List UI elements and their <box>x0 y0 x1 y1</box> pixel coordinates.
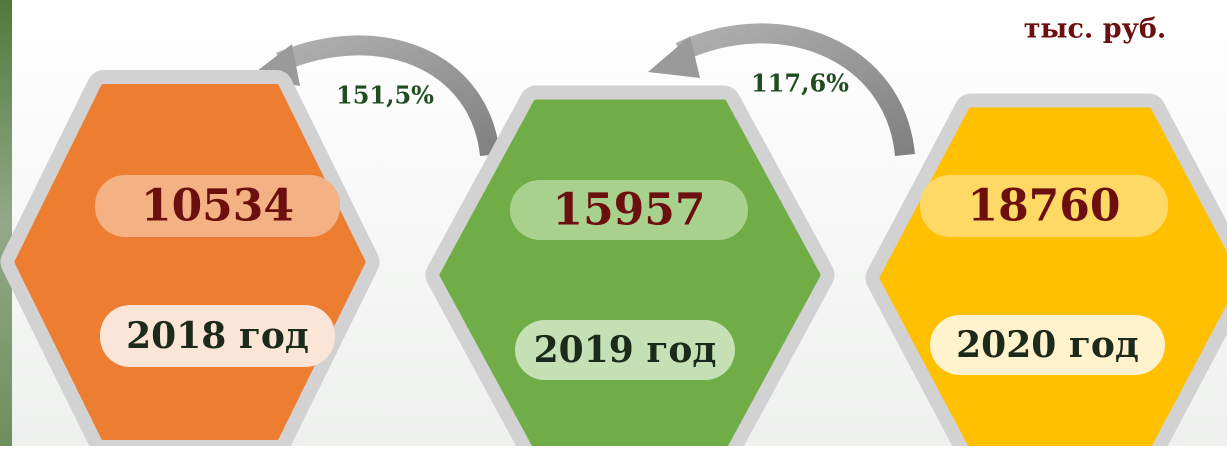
photo-strip <box>0 0 12 446</box>
value-label: 18760 <box>967 181 1120 232</box>
growth-label: 151,5% <box>336 81 434 110</box>
year-label: 2020 год <box>956 324 1139 366</box>
unit-label: тыс. руб. <box>1024 14 1167 45</box>
year-label: 2019 год <box>534 329 717 371</box>
value-label: 10534 <box>141 181 294 232</box>
year-label: 2018 год <box>126 315 309 357</box>
value-label: 15957 <box>552 185 705 236</box>
growth-label: 117,6% <box>751 69 849 98</box>
